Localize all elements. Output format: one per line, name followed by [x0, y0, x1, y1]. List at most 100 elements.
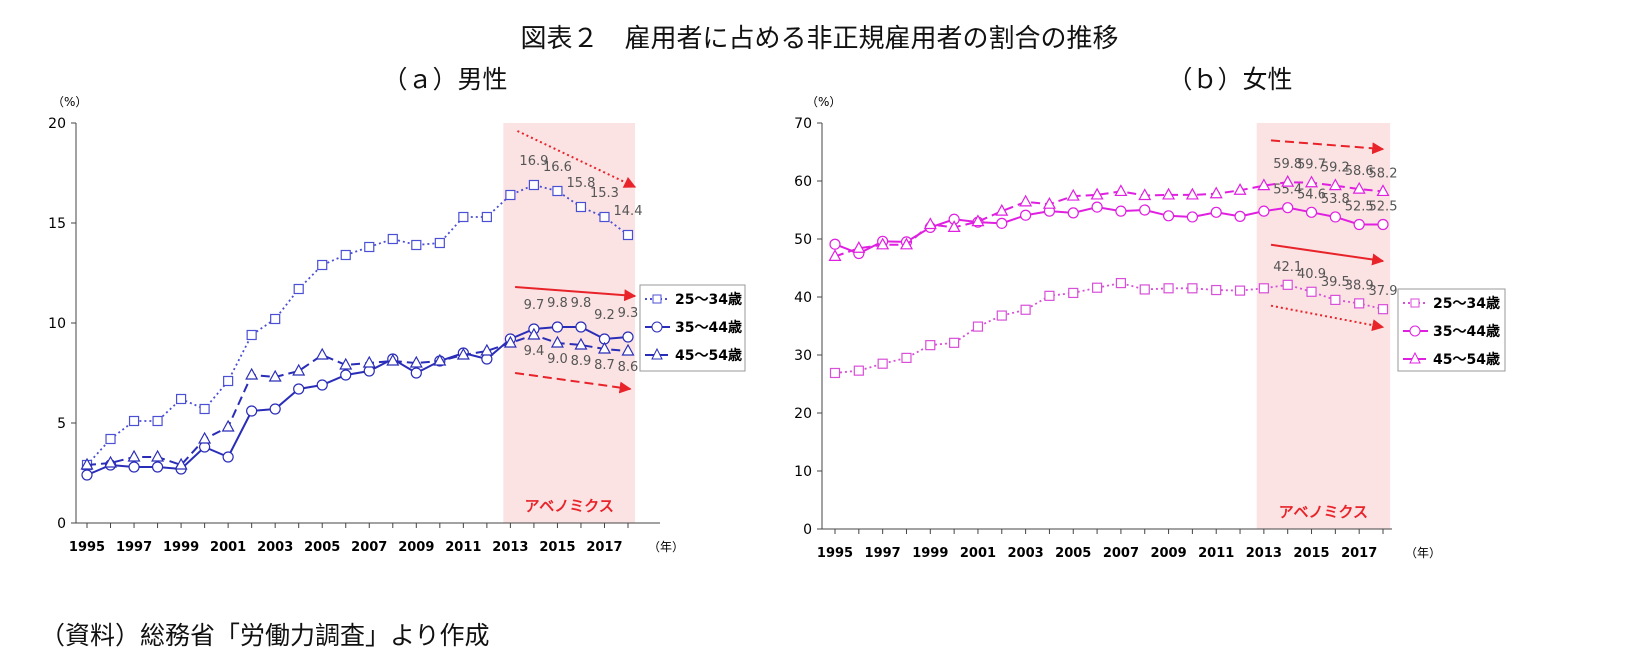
legend-entry-label: 25～34歳 — [1433, 295, 1500, 312]
data-label: 37.9 — [1369, 284, 1398, 299]
data-point-triangle — [1281, 174, 1295, 187]
data-point-square — [411, 239, 422, 251]
y-tick-label: 70 — [794, 116, 812, 132]
data-point-square — [199, 403, 210, 415]
data-point-circle — [622, 331, 634, 343]
y-tick-label: 50 — [794, 232, 812, 248]
data-label: 55.4 — [1273, 183, 1302, 198]
data-point-triangle — [876, 237, 890, 250]
data-point-circle — [81, 469, 93, 481]
data-point-triangle — [104, 455, 118, 468]
data-label: 59.8 — [1273, 157, 1302, 172]
data-point-circle — [340, 369, 352, 381]
data-point-triangle — [1352, 181, 1366, 194]
data-point-circle — [222, 451, 234, 463]
data-point-circle — [1091, 201, 1103, 213]
data-point-square — [1020, 304, 1031, 315]
x-tick-label: 2015 — [1293, 546, 1329, 561]
data-point-triangle — [409, 355, 423, 368]
data-point-triangle — [1305, 175, 1319, 188]
source-note: （資料）総務省「労働力調査」より作成 — [40, 621, 490, 650]
data-label: 9.4 — [524, 344, 545, 359]
data-point-circle — [575, 321, 587, 333]
data-point-triangle — [1114, 184, 1128, 197]
data-point-triangle — [574, 337, 588, 350]
y-tick-label: 40 — [794, 290, 812, 306]
shaded-period-label-women: アベノミクス — [1279, 503, 1368, 521]
data-point-square — [1044, 290, 1055, 301]
trend-arrow-men-2 — [514, 372, 632, 394]
data-point-square — [152, 415, 163, 427]
data-point-square — [387, 233, 398, 245]
y-tick-label: 10 — [794, 464, 812, 480]
data-point-triangle — [480, 343, 494, 356]
data-point-square — [1258, 283, 1269, 294]
data-point-triangle — [995, 203, 1009, 216]
x-tick-label: 2003 — [257, 540, 293, 555]
data-point-circle — [1282, 202, 1294, 214]
data-label: 8.6 — [618, 360, 639, 375]
data-point-circle — [1162, 210, 1175, 222]
data-point-triangle — [550, 335, 564, 348]
x-tick-label: 1995 — [69, 540, 105, 555]
data-point-square — [972, 321, 984, 332]
data-point-circle — [246, 405, 258, 417]
data-point-square — [270, 313, 281, 325]
data-point-square — [599, 211, 610, 223]
y-axis-unit-label: （%） — [806, 95, 841, 109]
x-tick-label: 2011 — [1198, 546, 1234, 561]
y-axis-unit-label: （%） — [52, 95, 87, 109]
y-tick-label: 5 — [57, 416, 66, 432]
y-tick-label: 15 — [48, 216, 66, 232]
x-axis-unit-label: （年） — [648, 540, 684, 554]
data-label: 38.9 — [1345, 278, 1374, 293]
data-point-square — [901, 352, 912, 363]
data-point-triangle — [828, 249, 842, 261]
data-point-circle — [829, 238, 841, 250]
data-point-triangle — [1328, 178, 1342, 191]
x-tick-label: 1999 — [912, 546, 948, 561]
data-label: 52.5 — [1369, 200, 1398, 215]
y-tick-label: 20 — [48, 116, 66, 132]
data-point-triangle — [433, 353, 447, 366]
data-point-square — [105, 433, 116, 445]
y-tick-label: 60 — [794, 174, 812, 190]
data-label: 58.6 — [1345, 164, 1374, 179]
data-point-square — [481, 211, 492, 223]
data-point-triangle — [852, 241, 866, 253]
legend-swatch-marker — [652, 294, 662, 304]
data-point-circle — [1234, 210, 1246, 222]
shaded-period-men — [503, 123, 636, 523]
data-label: 15.3 — [590, 186, 619, 201]
data-label: 39.5 — [1321, 275, 1350, 290]
data-label: 16.9 — [519, 154, 548, 169]
data-point-circle — [1210, 206, 1222, 218]
data-point-circle — [269, 403, 281, 415]
data-point-circle — [1329, 211, 1341, 223]
data-point-square — [1068, 287, 1079, 299]
data-point-circle — [1377, 218, 1389, 231]
data-label: 9.8 — [571, 296, 592, 311]
data-point-square — [1377, 304, 1389, 315]
data-point-square — [1234, 285, 1246, 296]
data-point-square — [1091, 282, 1103, 293]
data-point-square — [575, 201, 587, 213]
data-point-square — [505, 189, 516, 201]
data-point-square — [1187, 283, 1198, 294]
data-point-circle — [1353, 218, 1365, 231]
data-point-triangle — [268, 369, 282, 382]
data-point-triangle — [362, 355, 376, 368]
data-point-triangle — [597, 341, 611, 354]
data-point-triangle — [127, 449, 141, 462]
data-point-square — [175, 393, 187, 405]
data-point-circle — [128, 461, 140, 473]
data-label: 40.9 — [1297, 267, 1326, 282]
data-label: 9.8 — [547, 296, 568, 311]
data-point-triangle — [221, 419, 235, 432]
data-point-square — [552, 185, 563, 197]
data-point-triangle — [198, 431, 212, 444]
y-tick-label: 30 — [794, 348, 812, 364]
data-point-triangle — [1138, 188, 1152, 201]
x-tick-label: 1997 — [116, 540, 152, 555]
data-point-square — [622, 229, 634, 241]
